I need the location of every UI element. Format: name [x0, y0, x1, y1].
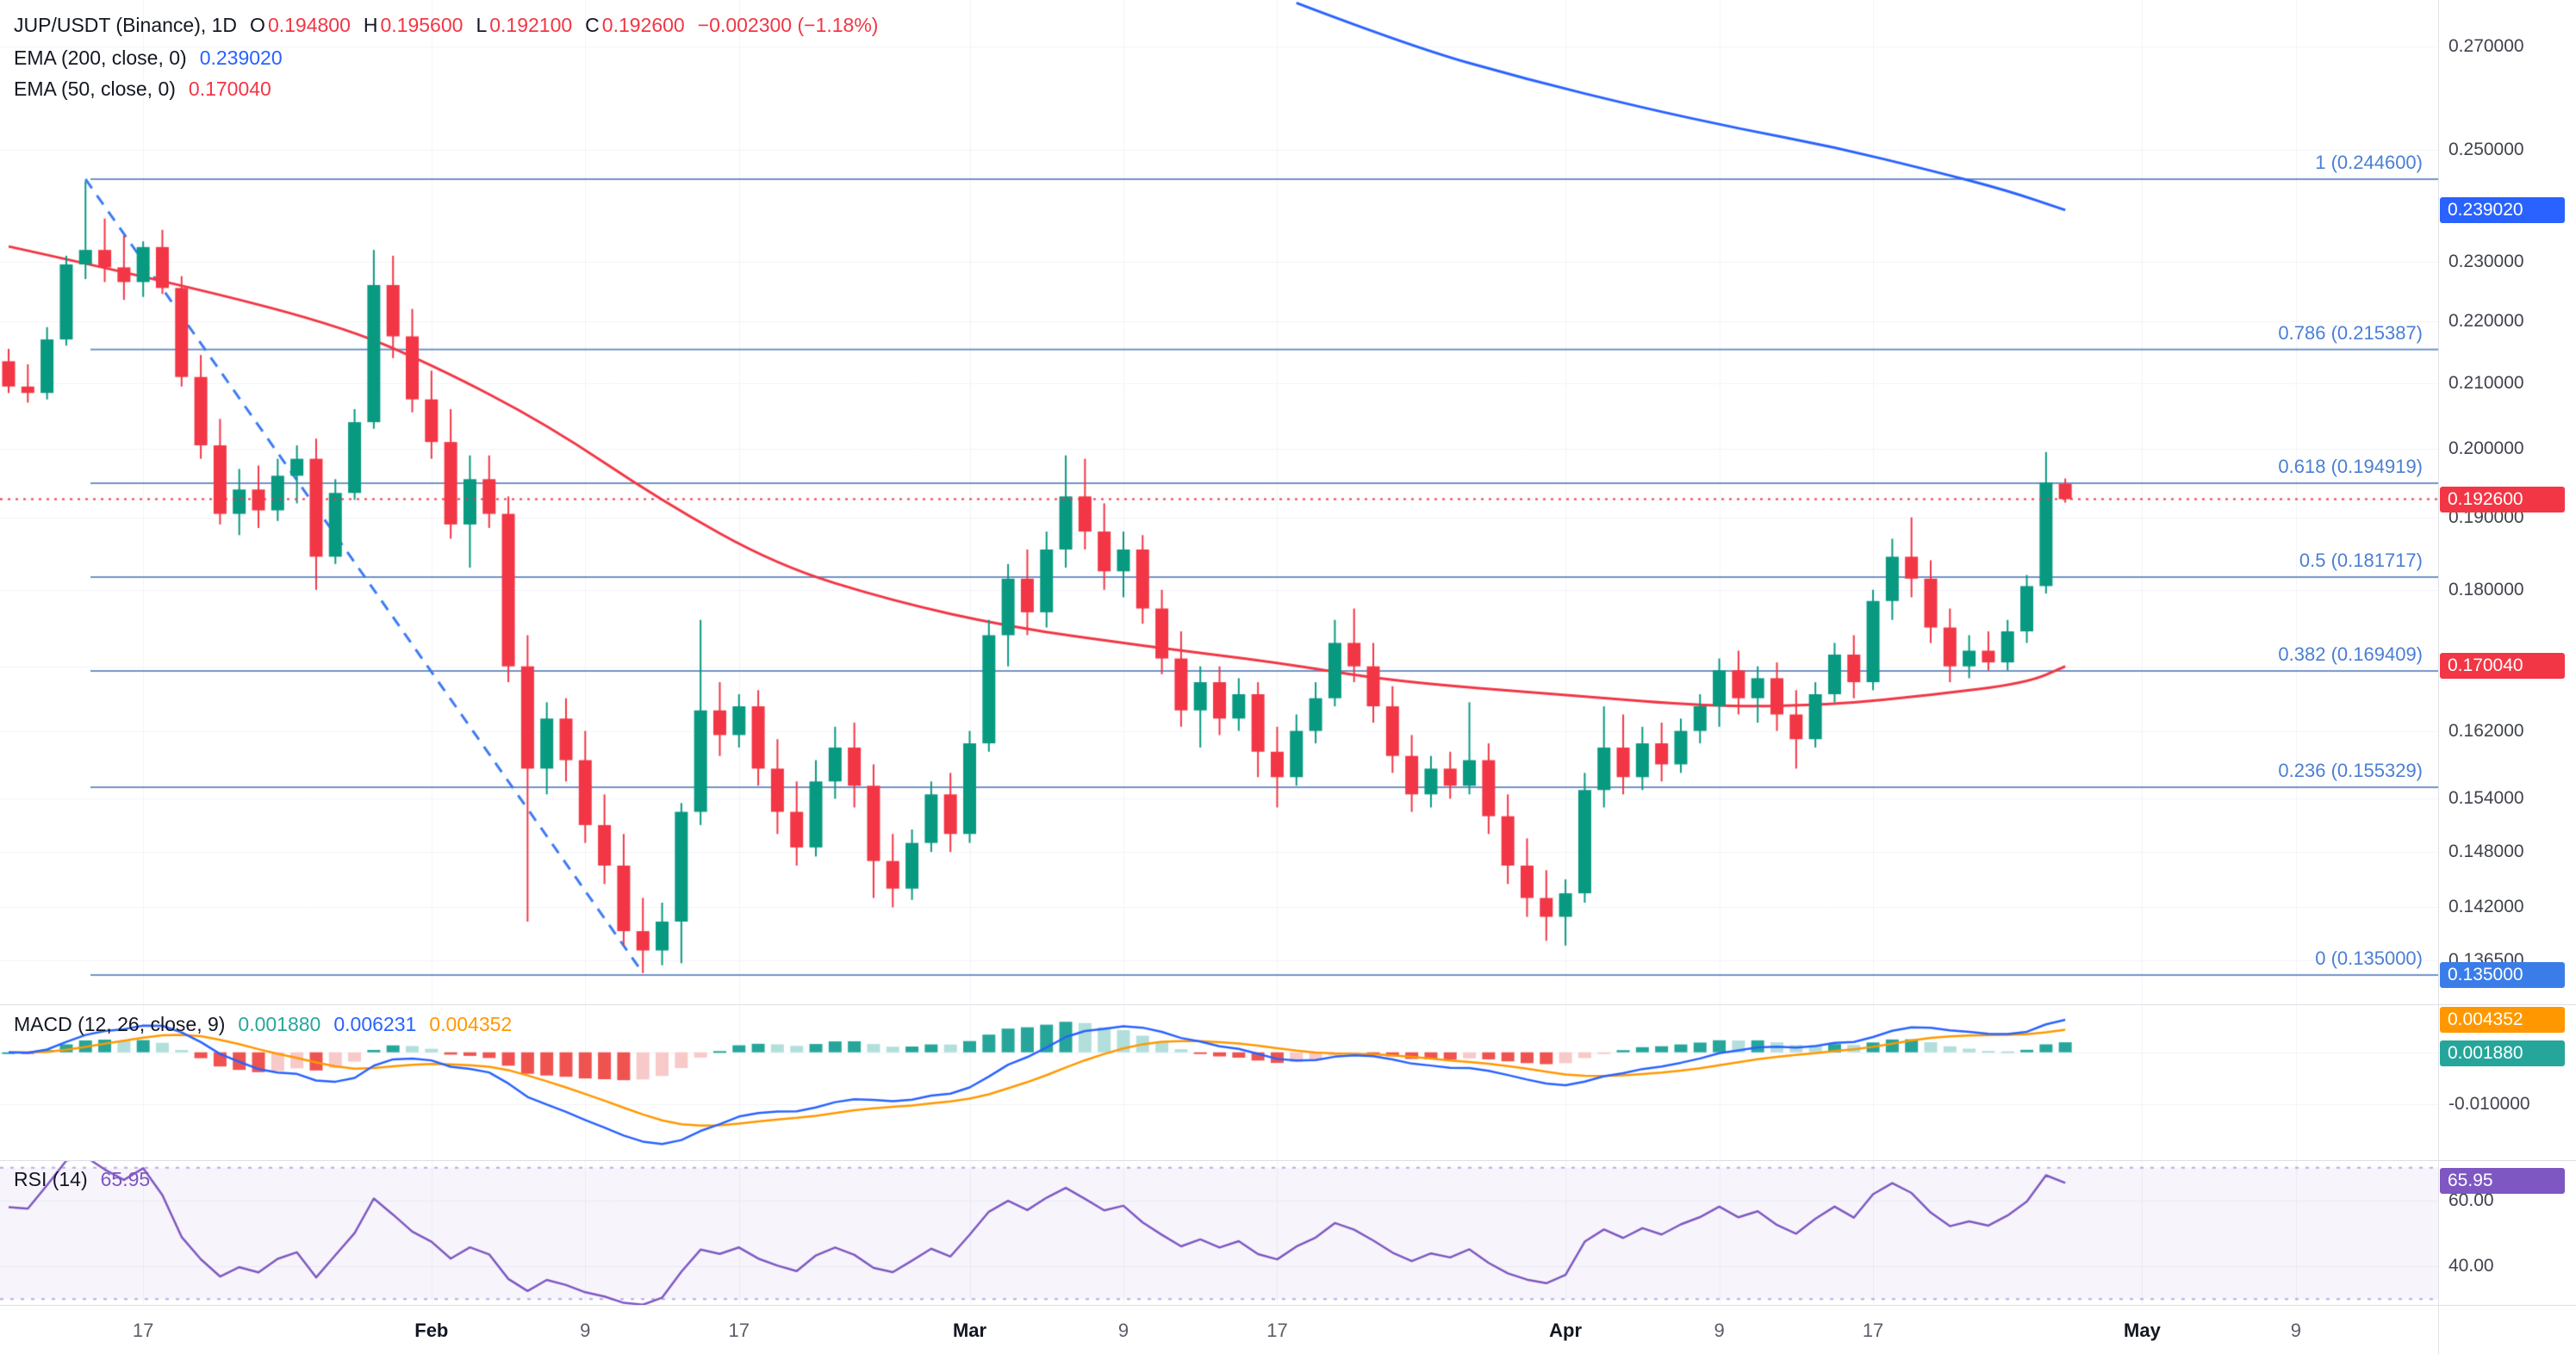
ema200-value: 0.239020 — [199, 47, 283, 69]
high-price: 0.195600 — [380, 14, 464, 36]
pane-divider[interactable] — [0, 1004, 2576, 1005]
macd-label[interactable]: MACD (12, 26, close, 9) — [14, 1013, 226, 1035]
ema200-legend: EMA (200, close, 0) 0.239020 — [14, 47, 283, 70]
close-price: 0.192600 — [601, 14, 685, 36]
open-label: O — [250, 14, 265, 36]
high-value: H 0.195600 — [364, 14, 464, 37]
chart-canvas[interactable] — [0, 0, 2438, 1306]
low-label: L — [476, 14, 488, 36]
price-axis[interactable] — [2438, 0, 2576, 1354]
symbol-title[interactable]: JUP/USDT (Binance), 1D — [14, 14, 238, 36]
ema50-value: 0.170040 — [188, 78, 271, 100]
rsi-label[interactable]: RSI (14) — [14, 1168, 88, 1190]
macd-signal-value: 0.004352 — [429, 1013, 513, 1035]
rsi-value: 65.95 — [100, 1168, 151, 1190]
open-value: O 0.194800 — [250, 14, 351, 37]
time-axis[interactable] — [0, 1306, 2438, 1354]
macd-legend: MACD (12, 26, close, 9) 0.001880 0.00623… — [14, 1013, 512, 1036]
ema200-label[interactable]: EMA (200, close, 0) — [14, 47, 187, 69]
pane-divider — [0, 1305, 2576, 1306]
symbol-legend: JUP/USDT (Binance), 1D O 0.194800 H 0.19… — [14, 14, 878, 37]
close-value: C 0.192600 — [585, 14, 685, 37]
macd-line-value: 0.006231 — [333, 1013, 417, 1035]
macd-hist-value: 0.001880 — [238, 1013, 321, 1035]
low-price: 0.192100 — [489, 14, 573, 36]
open-price: 0.194800 — [267, 14, 351, 36]
close-label: C — [585, 14, 600, 36]
high-label: H — [363, 14, 378, 36]
change-value: −0.002300 (−1.18%) — [697, 14, 879, 36]
pane-divider[interactable] — [0, 1160, 2576, 1161]
rsi-legend: RSI (14) 65.95 — [14, 1168, 150, 1191]
ema50-label[interactable]: EMA (50, close, 0) — [14, 78, 176, 100]
low-value: L 0.192100 — [476, 14, 572, 37]
ema50-legend: EMA (50, close, 0) 0.170040 — [14, 78, 271, 101]
